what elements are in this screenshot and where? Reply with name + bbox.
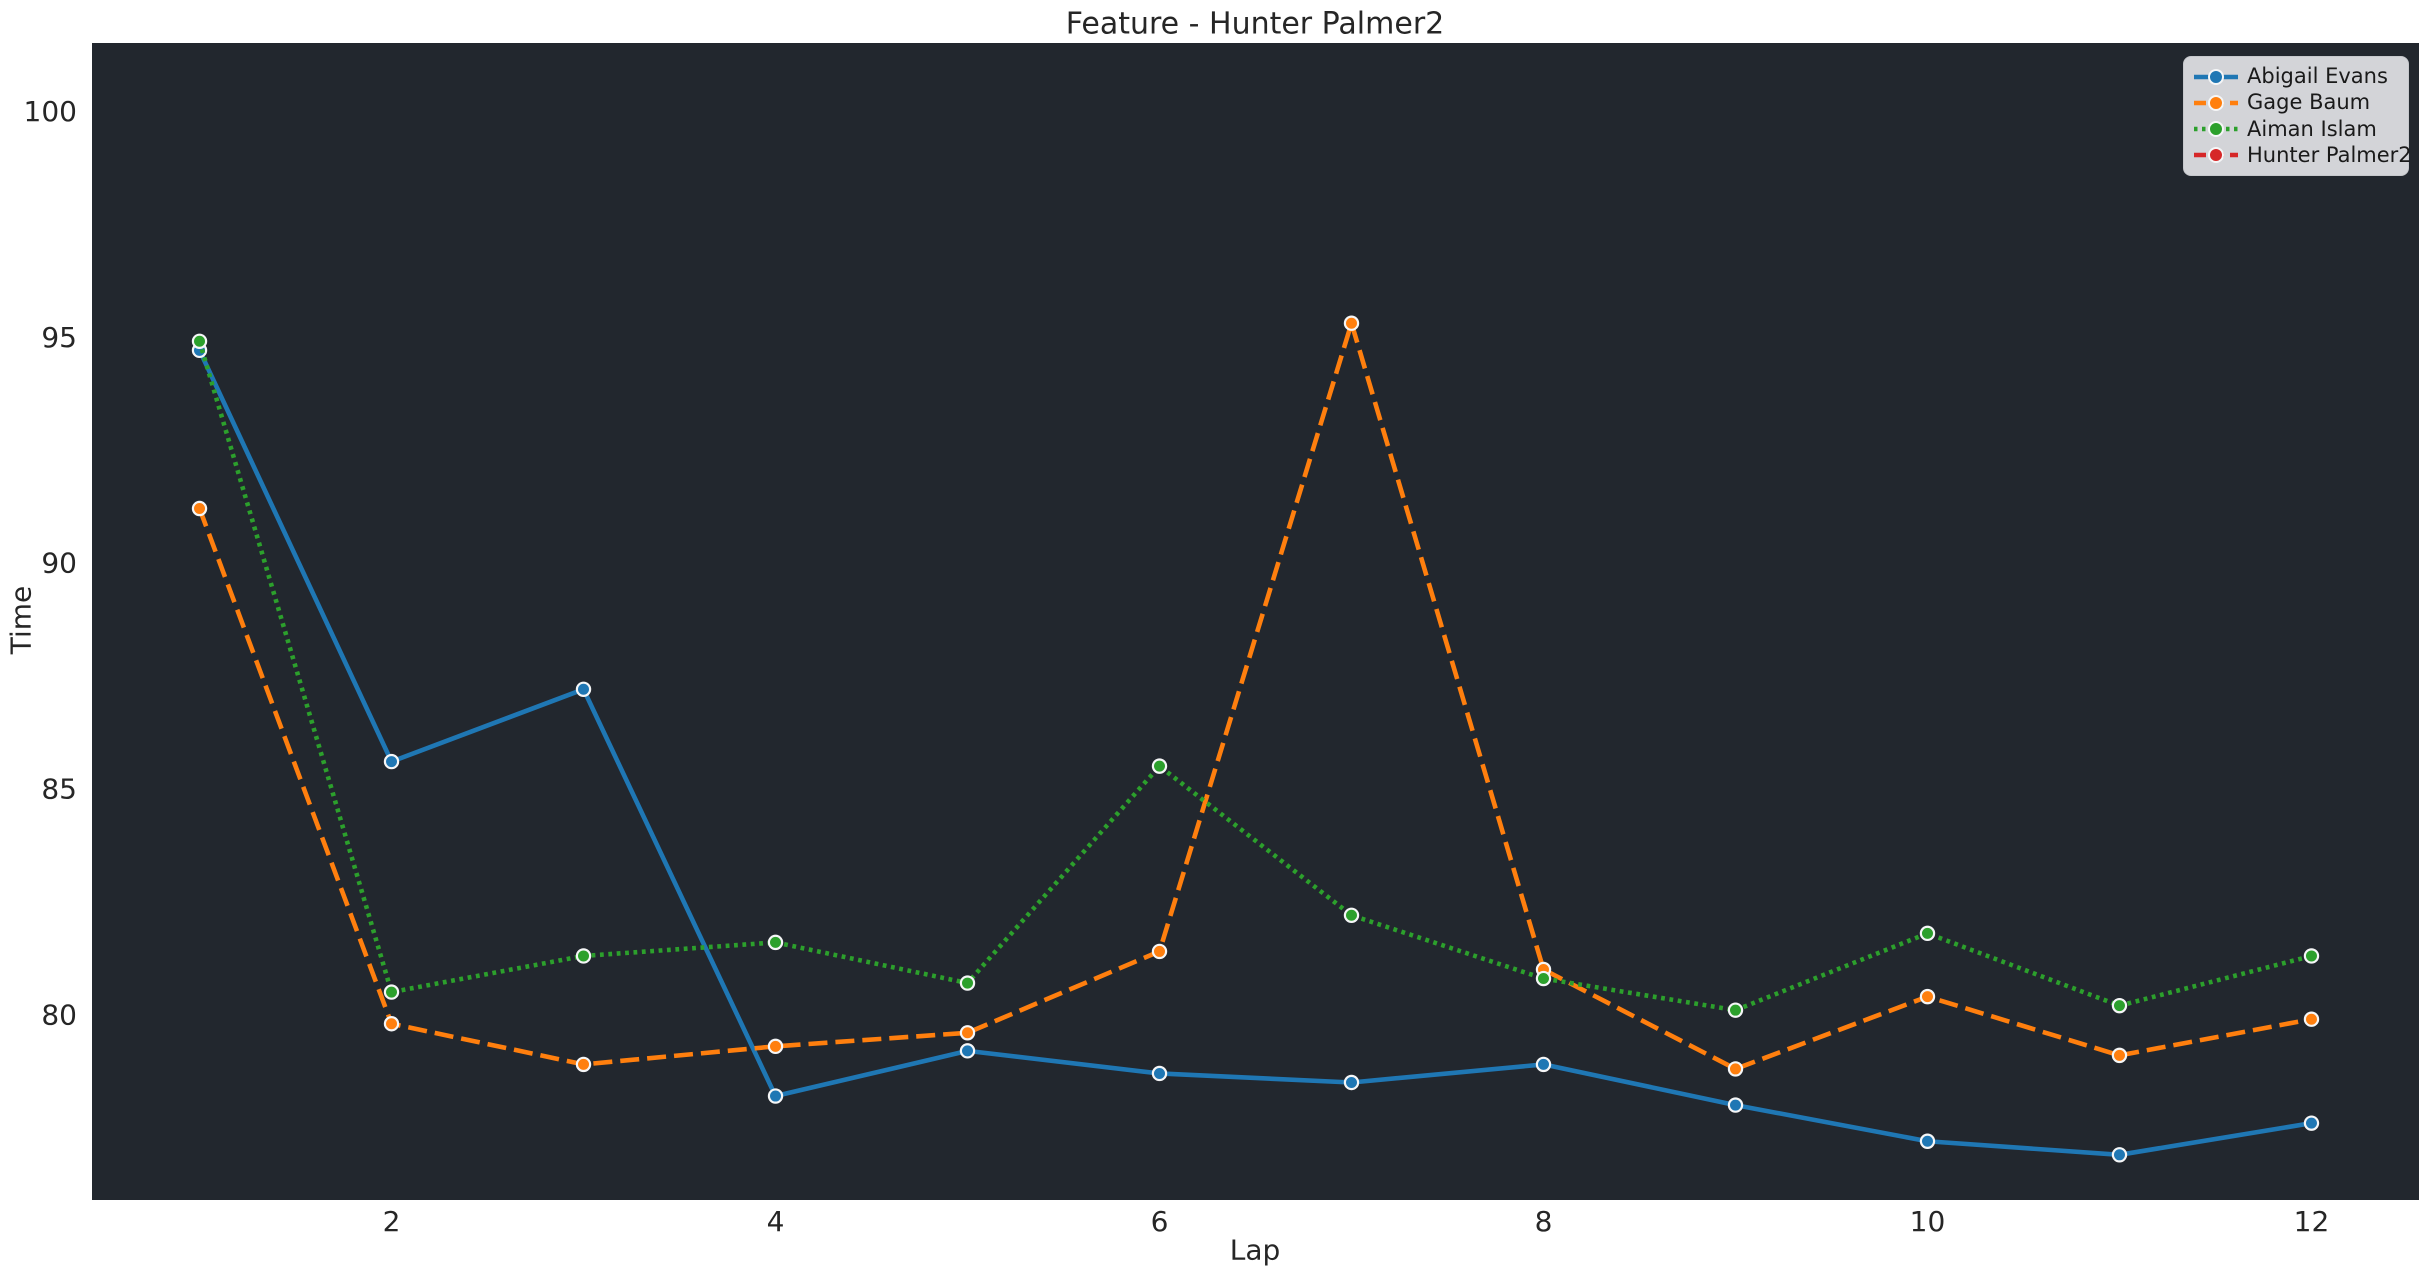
legend-swatch (2194, 68, 2238, 85)
series-marker (1343, 907, 1360, 923)
legend-swatch-marker (2208, 147, 2224, 164)
series-marker (2111, 1047, 2128, 1064)
x-tick-label: 12 (2294, 1205, 2330, 1238)
series-marker (1727, 1002, 1744, 1018)
series-marker (575, 1056, 592, 1073)
plot-background (92, 43, 2419, 1200)
legend-label: Gage Baum (2247, 90, 2371, 115)
series-marker (2111, 1147, 2128, 1163)
x-tick-label: 10 (1910, 1205, 1946, 1238)
series-line (197, 349, 2312, 1158)
series-marker (959, 1043, 976, 1059)
series-line (197, 340, 2313, 1013)
series-line (197, 320, 2312, 1072)
legend-swatch (2194, 121, 2238, 138)
series-marker (191, 333, 208, 349)
series-marker (2303, 1011, 2320, 1027)
series-marker (1919, 1133, 1936, 1149)
series-marker (767, 1088, 784, 1104)
legend-item: Abigail Evans (2193, 64, 2399, 89)
series-marker (1727, 1061, 1744, 1077)
y-tick-label: 80 (41, 999, 77, 1032)
series-marker (767, 1038, 784, 1055)
x-tick-label: 4 (767, 1205, 785, 1238)
y-tick-label: 85 (41, 773, 77, 806)
series-marker (191, 500, 208, 517)
series-marker (1535, 1056, 1552, 1073)
y-axis-label: Time (4, 585, 38, 655)
x-tick-label: 8 (1535, 1205, 1553, 1238)
legend-label: Abigail Evans (2247, 64, 2388, 88)
series-marker (1727, 1097, 1744, 1113)
legend-swatch-marker (2208, 121, 2224, 138)
legend-swatch-marker (2208, 68, 2224, 85)
y-tick-label: 100 (24, 95, 77, 128)
series-marker (1343, 315, 1360, 331)
series-marker (1919, 988, 1936, 1005)
series-marker (2303, 948, 2320, 964)
series-marker (2303, 1115, 2320, 1131)
series-marker (959, 1025, 976, 1041)
series-marker (383, 1016, 400, 1032)
series-marker (959, 975, 976, 991)
x-tick-label: 6 (1151, 1205, 1169, 1238)
legend-item: Hunter Palmer2 (2193, 143, 2412, 168)
legend: Abigail Evans Gage Baum Aiman Islam Hunt… (2183, 56, 2412, 176)
legend-item: Gage Baum (2193, 90, 2399, 115)
y-tick-label: 90 (41, 547, 77, 580)
series-marker (2111, 997, 2128, 1014)
chart-title: Feature - Hunter Palmer2 (1065, 6, 1445, 42)
legend-swatch (2194, 94, 2238, 111)
series-marker (1151, 758, 1168, 774)
legend-swatch (2194, 147, 2238, 164)
series-marker (575, 681, 592, 697)
series-marker (767, 934, 784, 951)
series-marker (1343, 1074, 1360, 1091)
legend-label: Aiman Islam (2247, 116, 2377, 141)
series-marker (383, 984, 400, 1000)
series-marker (1535, 970, 1552, 987)
legend-label: Hunter Palmer2 (2247, 142, 2412, 167)
y-tick-label: 95 (41, 321, 77, 354)
legend-item: Aiman Islam (2193, 117, 2399, 142)
x-tick-label: 2 (383, 1205, 401, 1238)
series-marker (1151, 943, 1168, 960)
legend-swatch-marker (2208, 94, 2224, 111)
series-marker (575, 948, 592, 964)
series-marker (1151, 1065, 1168, 1082)
series-marker (383, 753, 400, 770)
series-marker (1919, 925, 1936, 942)
x-axis-label: Lap (1229, 1233, 1281, 1267)
